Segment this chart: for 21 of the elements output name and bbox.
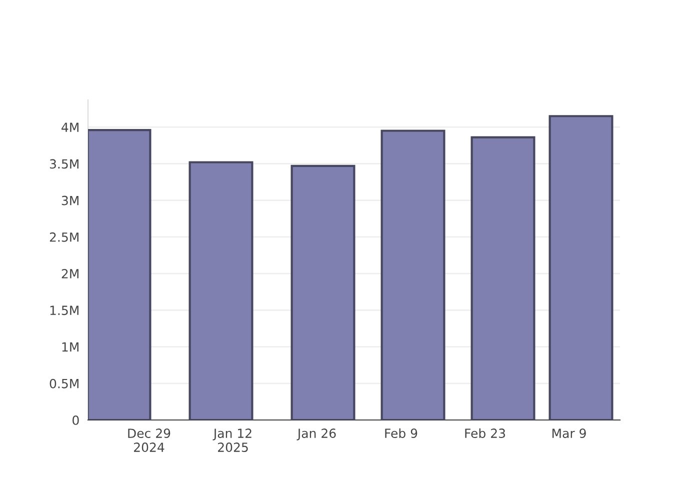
bar (290, 164, 356, 420)
y-tick-label: 2.5M (50, 232, 78, 242)
y-tick-label: 3.5M (50, 159, 78, 169)
y-tick-label: 4M (62, 122, 78, 132)
y-tick-label: 1M (62, 342, 78, 352)
y-tick-label: 2M (62, 269, 78, 278)
y-tick-label: 1.5M (50, 306, 78, 316)
y-tick-label: 0.5M (50, 378, 78, 388)
x-tick-label: Mar 9 (552, 428, 586, 438)
x-tick-label: Feb 9 (385, 428, 418, 438)
bar (470, 136, 536, 420)
x-tick-label: Jan 12 2025 (212, 428, 252, 452)
x-tick-label: Jan 26 (296, 428, 336, 440)
y-tick-label: 3M (62, 196, 78, 206)
bar (548, 115, 614, 420)
x-tick-label: Feb 23 (465, 428, 505, 438)
y-tick-label: 0 (72, 415, 79, 425)
x-tick-label: Dec 29 2024 (128, 428, 170, 452)
bar (380, 130, 446, 420)
bar (88, 128, 152, 420)
bar (188, 161, 254, 420)
